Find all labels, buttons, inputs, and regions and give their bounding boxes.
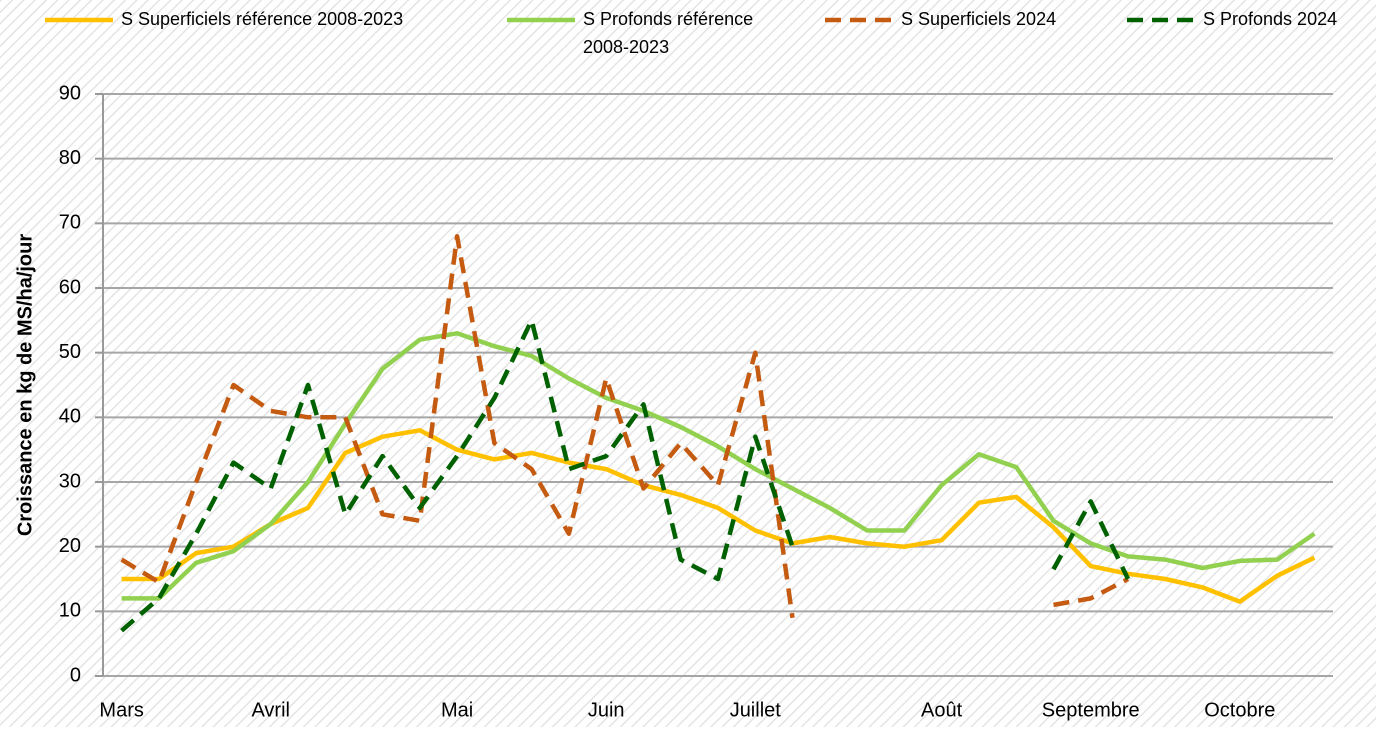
series-line (120, 318, 1131, 633)
x-tick-label: Octobre (1204, 699, 1275, 721)
x-tick-label: Avril (251, 699, 290, 721)
legend-label: S Profonds référence 2008-2023 (583, 9, 758, 57)
y-tick-label: 70 (59, 212, 81, 234)
y-axis-title: Croissance en kg de MS/ha/jour (14, 234, 36, 537)
y-tick-label: 60 (59, 276, 81, 298)
x-tick-label: Août (921, 699, 963, 721)
legend-label: S Superficiels 2024 (901, 9, 1056, 29)
x-tick-label: Mars (99, 699, 143, 721)
x-tick-label: Juin (588, 699, 625, 721)
y-tick-label: 10 (59, 600, 81, 622)
y-tick-label: 20 (59, 535, 81, 557)
legend-label: S Profonds 2024 (1203, 9, 1337, 29)
series-line (121, 428, 1316, 604)
y-tick-label: 0 (70, 664, 81, 686)
y-tick-label: 40 (59, 406, 81, 428)
x-tick-label: Juillet (730, 699, 782, 721)
x-tick-label: Septembre (1042, 699, 1140, 721)
series-line (120, 234, 1130, 619)
y-tick-label: 90 (59, 82, 81, 104)
y-tick-label: 80 (59, 147, 81, 169)
y-tick-label: 30 (59, 470, 81, 492)
y-tick-label: 50 (59, 341, 81, 363)
x-tick-label: Mai (441, 699, 473, 721)
legend-label: S Superficiels référence 2008-2023 (121, 9, 403, 29)
